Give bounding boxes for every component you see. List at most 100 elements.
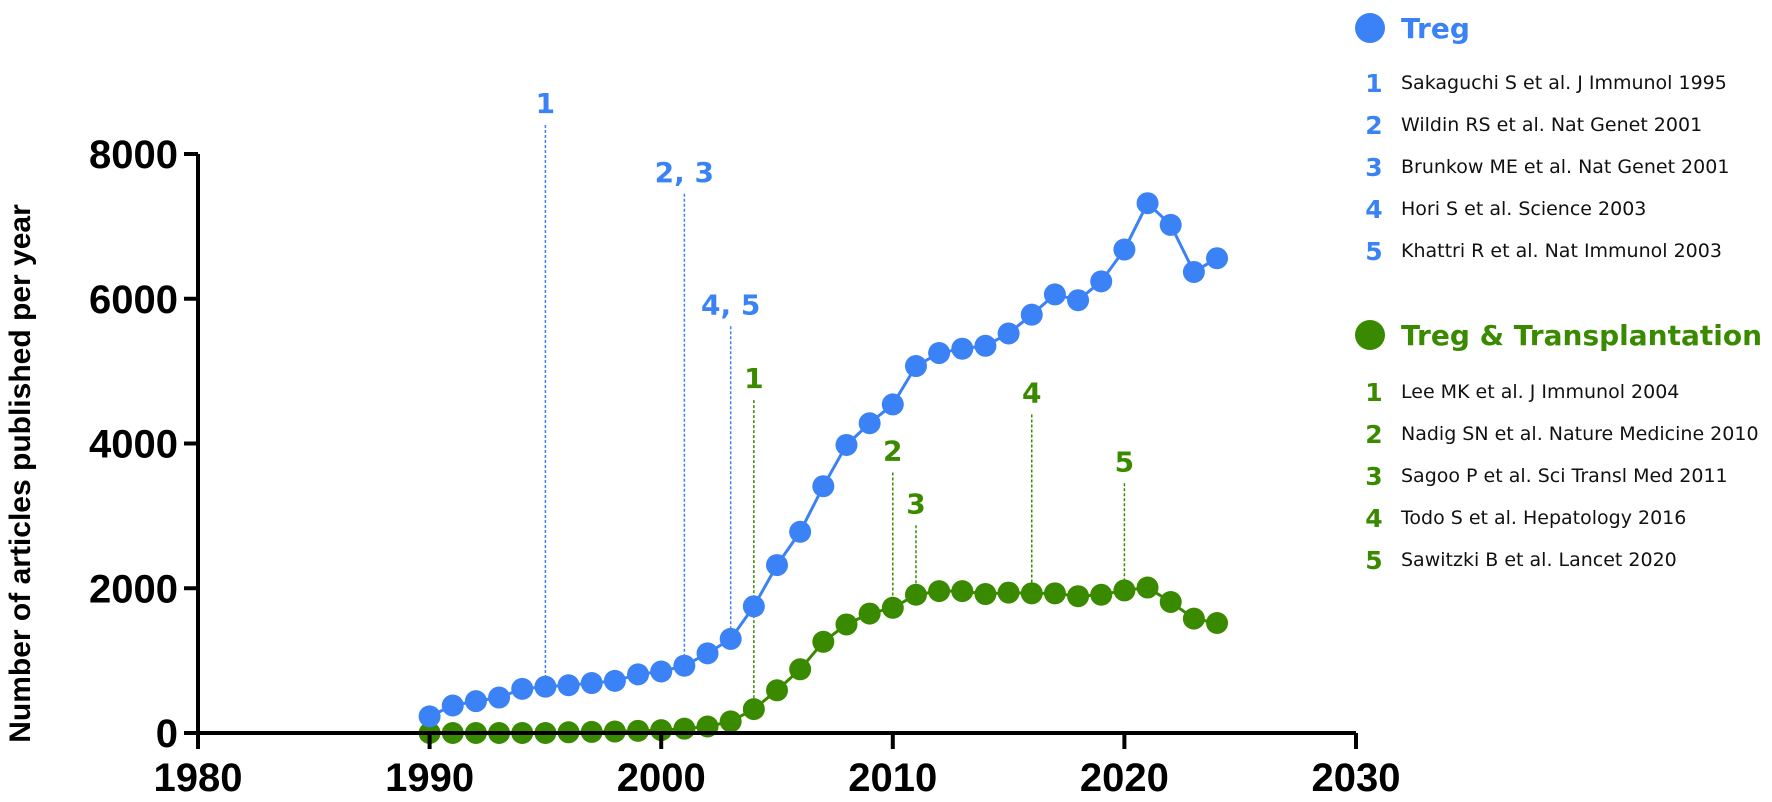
y-tick-label: 8000 [89,133,178,177]
data-point [997,322,1020,345]
data-point [488,686,511,709]
legend-item-number: 5 [1365,545,1383,575]
data-point [928,342,951,365]
x-tick-label: 2010 [848,756,937,800]
data-point [673,717,696,740]
data-point [1136,576,1159,599]
annotation-label: 5 [1115,445,1134,478]
legend-item-text: Lee MK et al. J Immunol 2004 [1401,381,1680,403]
annotation-label: 1 [744,362,763,395]
y-tick-label: 4000 [89,423,178,467]
legend-item-text: Brunkow ME et al. Nat Genet 2001 [1401,156,1730,178]
data-point [1136,192,1159,215]
legend-item-text: Sakaguchi S et al. J Immunol 1995 [1401,72,1727,94]
data-point [1067,289,1090,312]
data-point [627,719,650,742]
legend-item-number: 4 [1365,194,1383,224]
legend-title-treg: Treg [1355,8,1729,48]
data-point [789,658,812,681]
data-point [812,475,835,498]
data-point [1090,270,1113,293]
data-point [1182,607,1205,630]
legend-item: 4 Todo S et al. Hepatology 2016 [1355,497,1762,539]
x-tick-label: 1990 [385,756,474,800]
data-point [580,672,603,695]
x-tick-label: 2030 [1312,756,1401,800]
data-point [835,613,858,636]
data-point [1067,585,1090,608]
legend-item: 1 Lee MK et al. J Immunol 2004 [1355,371,1762,413]
blue-dot-icon [1355,13,1385,43]
x-tick-label: 2020 [1080,756,1169,800]
legend-item: 2 Nadig SN et al. Nature Medicine 2010 [1355,413,1762,455]
data-point [951,337,974,360]
series-line [429,585,1218,735]
legend-title-text: Treg & Transplantation [1401,318,1763,352]
legend-title-text: Treg [1401,11,1470,45]
data-point [1159,591,1182,614]
data-point [997,581,1020,604]
legend-treg: Treg 1 Sakaguchi S et al. J Immunol 1995 2… [1355,8,1729,272]
data-point [627,663,650,686]
data-point [696,642,719,665]
legend-item: 2 Wildin RS et al. Nat Genet 2001 [1355,104,1729,146]
annotation-label: 2 [883,434,902,467]
data-point [904,583,927,606]
y-tick-label: 0 [156,712,178,756]
data-point [1020,303,1043,326]
data-point [719,627,742,650]
data-point [418,705,441,728]
green-dot-icon [1355,320,1385,350]
legend-item-number: 1 [1365,68,1383,98]
data-point [650,660,673,683]
legend-transplant: Treg & Transplantation 1 Lee MK et al. J … [1355,315,1762,581]
data-point [904,355,927,378]
data-point [766,679,788,702]
data-point [441,694,464,717]
data-point [835,433,858,456]
annotation-label: 4 [1022,377,1041,410]
legend-item-text: Todo S et al. Hepatology 2016 [1401,507,1687,529]
data-point [650,719,673,742]
legend-item-number: 4 [1365,503,1383,533]
data-point [881,393,904,416]
y-axis-label: Number of articles published per year [4,204,37,743]
data-point [974,334,997,357]
data-point [951,580,974,603]
data-point [881,596,904,619]
legend-item-text: Wildin RS et al. Nat Genet 2001 [1401,114,1703,136]
data-point [1206,611,1229,634]
data-point [1182,260,1205,283]
legend-item-number: 5 [1365,236,1383,266]
data-point [719,710,742,733]
data-point [1206,247,1229,270]
data-point [858,602,881,625]
annotation-label: 2, 3 [655,156,714,189]
axes: 0 2000 4000 6000 8000 1980 1990 2000 2010 2020 203… [4,133,1400,800]
legend-item-number: 3 [1365,152,1383,182]
legend-item: 1 Sakaguchi S et al. J Immunol 1995 [1355,62,1729,104]
data-point [858,412,881,435]
data-point [812,630,835,653]
series-layer [418,192,1229,744]
annotation-label: 3 [906,487,925,520]
legend-item-text: Hori S et al. Science 2003 [1401,198,1647,220]
data-point [1043,283,1066,306]
legend-item-text: Khattri R et al. Nat Immunol 2003 [1401,240,1722,262]
legend-title-transplant: Treg & Transplantation [1355,315,1762,355]
data-point [557,674,580,697]
y-tick-label: 2000 [89,567,178,611]
legend-item: 5 Sawitzki B et al. Lancet 2020 [1355,539,1762,581]
legend-item: 3 Sagoo P et al. Sci Transl Med 2011 [1355,455,1762,497]
data-point [789,520,812,543]
annotation-label: 4, 5 [701,288,760,321]
legend-item-text: Sagoo P et al. Sci Transl Med 2011 [1401,465,1728,487]
data-point [742,595,765,618]
data-point [1043,582,1066,605]
annotation-label: 1 [536,87,555,120]
legend-item-text: Nadig SN et al. Nature Medicine 2010 [1401,423,1759,445]
data-point [1020,582,1043,605]
data-point [511,677,534,700]
